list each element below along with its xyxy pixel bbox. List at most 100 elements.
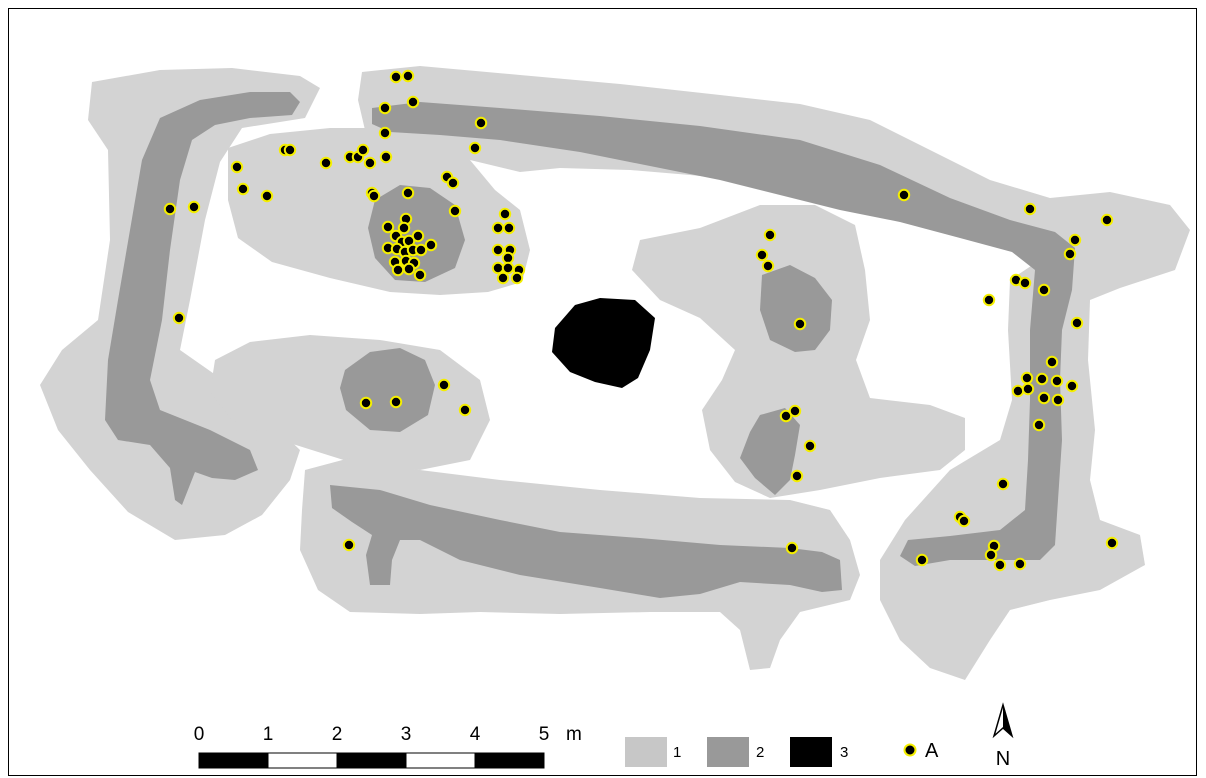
find-point [790,406,800,416]
find-point [1020,278,1030,288]
find-point [344,540,354,550]
find-point [1102,215,1112,225]
north-label: N [996,748,1010,770]
find-point [1023,384,1033,394]
find-point [765,230,775,240]
find-point [426,240,436,250]
find-point [393,265,403,275]
find-point [403,188,413,198]
scale-tick-5: 5 [539,724,550,745]
find-point [285,145,295,155]
scale-seg-4 [475,753,544,768]
find-point [998,479,1008,489]
find-point [470,143,480,153]
find-point [512,273,522,283]
find-point [986,550,996,560]
find-point [404,264,414,274]
find-point [498,273,508,283]
find-point [493,223,503,233]
scale-tick-4: 4 [470,724,481,745]
scale-unit: m [566,724,582,745]
find-point [917,555,927,565]
legend-label-1: 1 [673,744,681,761]
find-point [763,261,773,271]
legend-label-2: 2 [756,744,764,761]
find-point [1065,249,1075,259]
find-point [391,397,401,407]
scale-seg-2 [337,753,406,768]
find-point [380,128,390,138]
find-point [383,222,393,232]
legend-label-3: 3 [840,744,848,761]
legend: 1 2 3 A [625,737,939,767]
find-point [1015,559,1025,569]
legend-swatch-2 [707,737,749,767]
find-point [415,270,425,280]
find-point [1037,374,1047,384]
find-point [1022,373,1032,383]
find-point [1013,386,1023,396]
find-point [493,263,503,273]
find-point [1067,381,1077,391]
find-point [189,202,199,212]
legend-swatch-1 [625,737,667,767]
legend-swatch-3 [790,737,832,767]
scale-seg-1 [268,753,337,768]
find-point [805,441,815,451]
scale-tick-3: 3 [401,724,412,745]
find-point [369,191,379,201]
find-point [1039,393,1049,403]
find-point [391,72,401,82]
find-point [450,206,460,216]
find-point [361,398,371,408]
find-point [262,191,272,201]
find-point [365,158,375,168]
find-point [1034,420,1044,430]
find-point [503,263,513,273]
scale-tick-2: 2 [332,724,343,745]
scale-seg-0 [199,753,268,768]
scale-seg-3 [406,753,475,768]
find-point [1070,235,1080,245]
find-point [959,516,969,526]
find-point [493,245,503,255]
find-point [757,250,767,260]
scale-tick-0: 0 [194,724,205,745]
find-point [792,471,802,481]
find-point [795,319,805,329]
find-point [476,118,486,128]
scale-bar: 0 1 2 3 4 5 m [194,724,582,768]
find-point [1025,204,1035,214]
find-point [416,245,426,255]
find-point [408,97,418,107]
find-point [1072,318,1082,328]
find-point [439,380,449,390]
find-point [1047,357,1057,367]
find-point [500,209,510,219]
find-point [403,71,413,81]
find-point [787,543,797,553]
find-point [899,190,909,200]
scale-tick-1: 1 [263,724,274,745]
find-point [995,560,1005,570]
find-point [380,103,390,113]
legend-point-icon [905,745,916,756]
find-point [504,223,514,233]
find-point [984,295,994,305]
find-point [238,184,248,194]
find-point [460,405,470,415]
find-point [232,162,242,172]
find-point [503,253,513,263]
legend-label-A: A [925,740,939,762]
find-point [1052,376,1062,386]
find-point [448,178,458,188]
find-point [321,158,331,168]
find-point [1107,538,1117,548]
find-point [1053,395,1063,405]
find-point [1039,285,1049,295]
zone-3-feature [552,298,655,388]
find-point [358,145,368,155]
find-point [381,152,391,162]
north-arrow: N [994,705,1012,770]
